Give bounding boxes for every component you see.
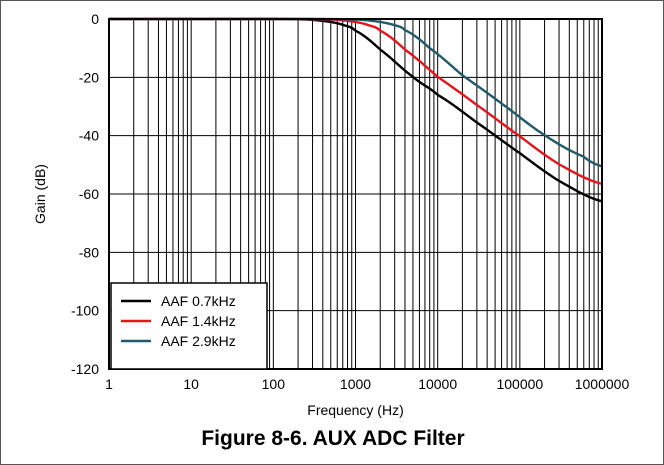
legend-label: AAF 2.9kHz xyxy=(161,333,236,349)
y-tick-label: -40 xyxy=(79,128,99,144)
x-tick-label: 1000000 xyxy=(575,376,630,392)
x-tick-labels: 1 10 100 1000 10000 100000 1000000 xyxy=(105,376,629,392)
figure-caption: Figure 8-6. AUX ADC Filter xyxy=(201,427,465,450)
y-tick-label: 0 xyxy=(91,11,99,27)
legend-label: AAF 0.7kHz xyxy=(161,293,236,309)
chart: 1 10 100 1000 10000 100000 1000000 0 -20 -40 -60 -… xyxy=(32,11,629,418)
y-tick-label: -60 xyxy=(79,186,99,202)
legend-label: AAF 1.4kHz xyxy=(161,313,236,329)
x-tick-label: 10 xyxy=(183,376,199,392)
y-axis-label: Gain (dB) xyxy=(32,164,48,224)
y-tick-label: -80 xyxy=(79,244,99,260)
x-tick-label: 100000 xyxy=(496,376,543,392)
legend: AAF 0.7kHz AAF 1.4kHz AAF 2.9kHz xyxy=(110,282,268,370)
y-tick-label: -100 xyxy=(71,303,99,319)
legend-box xyxy=(110,282,268,370)
y-tick-label: -20 xyxy=(79,69,99,85)
plot-border xyxy=(108,18,603,370)
x-tick-label: 1000 xyxy=(340,376,371,392)
x-tick-label: 100 xyxy=(262,376,286,392)
x-tick-label: 10000 xyxy=(418,376,457,392)
x-tick-label: 1 xyxy=(105,376,113,392)
y-tick-label: -120 xyxy=(71,361,99,377)
x-axis-label: Frequency (Hz) xyxy=(307,402,403,418)
y-tick-labels: 0 -20 -40 -60 -80 -100 -120 xyxy=(71,11,99,377)
